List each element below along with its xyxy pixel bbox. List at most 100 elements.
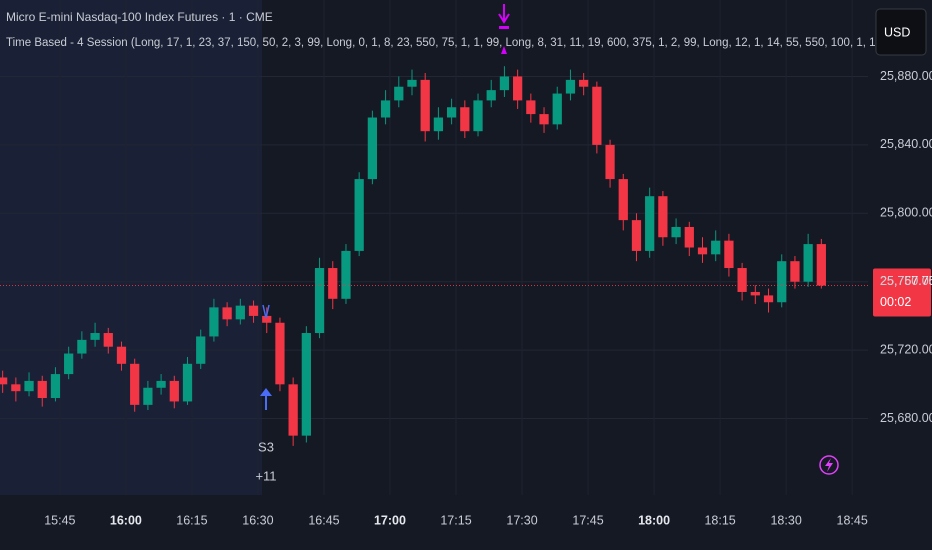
x-tick-label: 18:45 [837,513,868,527]
y-tick-label: 25,800.00 [880,206,932,220]
annotation: S3 [258,439,274,454]
candle-body [565,79,576,94]
time-axis: 15:45 16:00 16:15 16:30 16:45 17:00 17:15 17:30… [44,513,868,527]
candle-body [539,114,549,125]
candle-body [314,268,325,334]
candle-body [222,307,232,320]
candle-body [354,179,364,251]
candle-body [50,374,61,399]
candle-body [64,353,74,375]
candle-body [11,384,21,392]
price-tag-box [873,268,931,317]
session-shade [0,0,262,495]
candle-body [737,268,747,292]
candle-body [605,144,615,180]
countdown: 00:02 [880,295,911,309]
candle-body [209,307,219,337]
currency-label[interactable]: USD [884,25,910,39]
candle-body [196,336,206,364]
candle-body [248,305,259,316]
candle-body [618,179,628,221]
signal-marker [260,4,510,410]
candle-body [77,339,87,354]
chart-title: Micro E-mini Nasdaq-100 Index Futures · … [6,10,273,24]
candle-body [24,380,34,392]
candle-body [684,226,694,248]
currency-button[interactable] [875,8,927,56]
candle-body [130,363,140,405]
x-tick-label: 18:00 [638,513,670,527]
candle-body [658,196,668,238]
candle-body [711,240,721,255]
candle-body [816,244,826,286]
candle-body [169,380,179,402]
grid [0,0,868,495]
candle-body [671,226,681,238]
x-tick-label: 17:30 [506,513,537,527]
candle-body [380,100,391,118]
x-tick-label: 18:30 [770,513,801,527]
x-tick-label: 16:45 [308,513,339,527]
candle-body [143,387,153,405]
annotation: +11 [255,468,276,483]
candle-body [420,79,430,132]
candle-body [526,100,536,115]
candle-body [182,363,193,402]
candle-body [513,76,523,101]
candle-body [724,240,734,269]
y-tick-label: 25,720.00 [880,342,932,356]
candle-body [288,384,298,436]
x-tick-label: 18:15 [704,513,735,527]
candle-body [499,76,510,91]
candle-body [446,107,457,118]
candle-body [328,268,338,299]
candle-body [0,377,8,385]
candle-body [394,86,404,101]
x-tick-label: 17:00 [374,513,406,527]
x-tick-label: 16:30 [242,513,273,527]
candle-body [367,117,377,180]
candle-body [486,90,496,101]
x-tick-label: 15:45 [44,513,75,527]
candle-body [473,100,483,132]
candle-body [645,196,655,251]
x-tick-label: 16:00 [110,513,142,527]
x-tick-label: 16:15 [176,513,207,527]
y-tick-label: 25,680.00 [880,411,932,425]
candle-body [235,305,245,320]
candle-body [116,346,127,364]
candle-body [37,380,47,399]
candle-body [407,79,417,87]
y-tick-label: 25,880.00 [880,69,932,83]
candles [0,66,826,446]
indicator-label: Time Based - 4 Session (Long, 17, 1, 23,… [6,37,899,49]
price-tag: 25,757.75 00:02 [873,268,932,317]
candle-body [90,333,100,340]
x-tick-label: 17:45 [572,513,603,527]
candle-body [262,315,272,323]
price-axis [868,0,932,495]
candle-body [790,261,800,282]
y-tick-label: 25,760.00 [880,274,932,288]
candle-body [156,380,166,388]
candle-body [803,244,813,282]
candle-body [750,291,760,296]
candle-body [341,250,351,299]
candle-body [433,117,444,132]
candle-body [592,86,602,145]
candle-body [763,295,774,303]
y-tick-label: 25,840.00 [880,137,932,151]
candle-body [301,333,311,436]
candle-body [460,107,470,132]
x-tick-label: 17:15 [440,513,471,527]
price-tag-label: 25,757.75 [880,274,932,288]
candle-body [697,247,708,255]
candle-body [579,79,589,87]
candle-body [631,220,642,251]
candle-body [275,322,285,385]
candle-body [552,93,562,125]
alert-icon[interactable] [819,455,839,475]
candle-body [103,333,113,347]
